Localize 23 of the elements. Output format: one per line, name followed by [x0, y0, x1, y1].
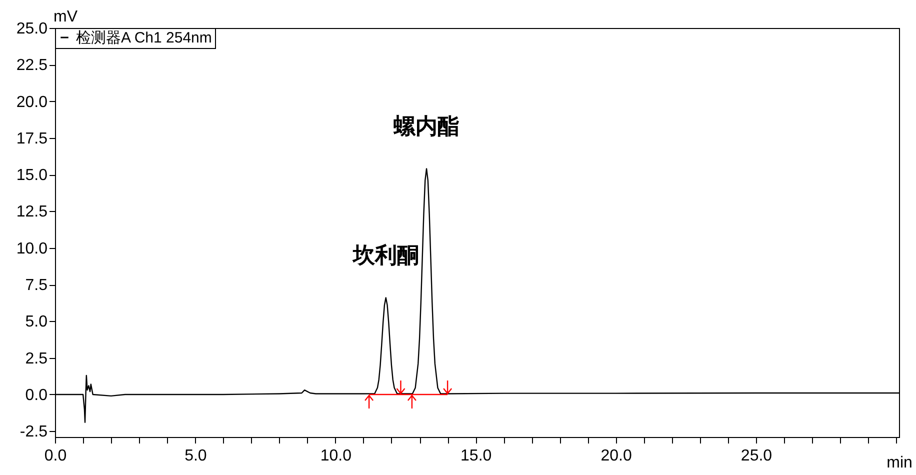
y-tick-label: -2.5	[20, 424, 48, 441]
y-tick-label: 7.5	[25, 277, 48, 294]
x-tick-label: 15.0	[460, 448, 492, 464]
y-tick-label: 25.0	[16, 20, 48, 38]
y-tick-label: 17.5	[16, 130, 48, 148]
annotation: 螺内酯	[392, 114, 460, 139]
x-tick-label: 20.0	[600, 448, 632, 464]
y-tick-label: 12.5	[16, 204, 48, 221]
y-tick-label: 15.0	[16, 167, 48, 184]
annotation: 坎利酮	[352, 242, 419, 268]
y-tick-label: 0.0	[25, 386, 48, 404]
y-tick-label: 20.0	[16, 94, 48, 111]
x-tick-label: 0.0	[44, 448, 67, 464]
y-tick-label: 22.5	[16, 57, 48, 74]
x-axis-title: min	[886, 454, 912, 472]
y-axis-title: mV	[54, 8, 78, 26]
y-tick-label: 5.0	[25, 314, 48, 331]
x-tick-label: 25.0	[740, 448, 772, 464]
y-tick-label: 2.5	[25, 350, 48, 368]
y-tick-label: 10.0	[16, 240, 48, 258]
x-tick-label: 5.0	[184, 448, 207, 464]
legend-label: 检测器A Ch1 254nm	[76, 30, 212, 46]
x-tick-label: 10.0	[320, 448, 352, 464]
